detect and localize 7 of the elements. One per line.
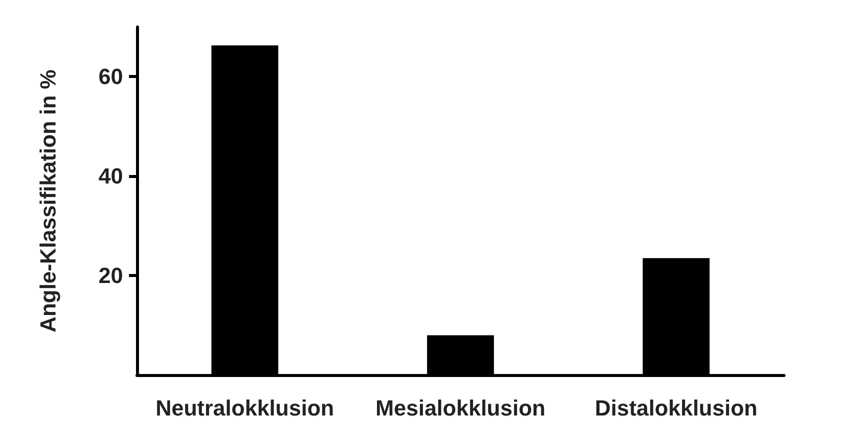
y-tick-label: 20: [98, 263, 123, 288]
x-tick-label: Distalokklusion: [594, 396, 758, 420]
y-tick-label: 60: [98, 64, 123, 90]
y-tick-label: 40: [98, 164, 123, 189]
x-tick-label: Neutralokklusion: [156, 396, 334, 420]
x-tick-label: Mesialokklusion: [376, 396, 546, 420]
y-axis-title: Angle-Klassifikation in %: [36, 70, 60, 332]
